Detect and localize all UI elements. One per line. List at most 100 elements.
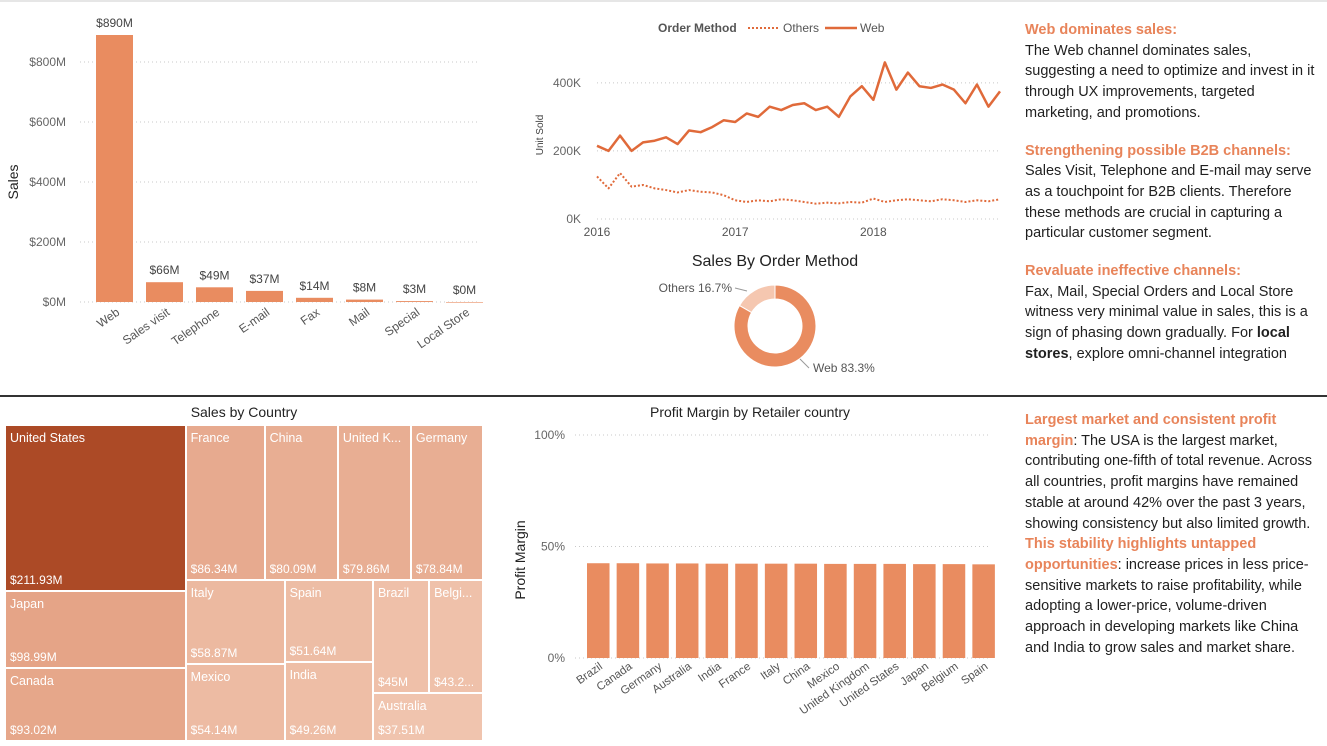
data-label: $66M [149, 263, 179, 277]
insight-revaluate-bold: local stores [1025, 325, 1290, 362]
treemap-country-label: United K... [342, 431, 402, 445]
treemap-cell[interactable]: Japan $98.99M [5, 590, 186, 669]
leader-line [799, 358, 810, 369]
sales-bar-chart: $0M $200M $400M $600M $800M Sales $890M Web $66M… [5, 16, 483, 351]
y-tick-label: 100% [534, 428, 565, 442]
y-tick-label: $800M [29, 55, 66, 69]
y-tick-label: 0K [566, 212, 581, 226]
treemap-cell[interactable]: United States $211.93M [5, 425, 186, 591]
treemap-cell[interactable]: Australia $37.51M [372, 692, 483, 741]
x-tick-label: Mail [346, 305, 372, 329]
insights-top: Web dominates sales: The Web channel domi… [1025, 20, 1323, 382]
treemap-cell[interactable]: Spain $51.64M [284, 579, 373, 663]
treemap-cell[interactable]: Canada $93.02M [5, 668, 186, 741]
treemap-value-label: $211.93M [10, 572, 63, 587]
insights-bottom: Largest market and consistent profit mar… [1025, 410, 1323, 658]
y-axis-label: Unit Sold [535, 115, 546, 156]
order-method-donut: Others 16.7% Web 83.3% [659, 281, 876, 375]
treemap-value-label: $49.26M [289, 722, 337, 737]
x-tick-label: Telephone [169, 305, 223, 348]
treemap-value-label: $54.14M [190, 722, 238, 737]
treemap-value-label: $86.34M [190, 561, 238, 576]
insight-b2b-text: Sales Visit, Telephone and E-mail may se… [1025, 163, 1312, 242]
donut-label-others: Others 16.7% [659, 281, 733, 295]
treemap-country-label: Belgi... [434, 585, 473, 600]
data-label: $0M [453, 283, 476, 297]
donut-slice-web [733, 284, 817, 368]
treemap-value-label: $80.09M [269, 561, 317, 576]
treemap-cell[interactable]: Italy $58.87M [185, 579, 285, 664]
treemap-cell[interactable]: United K... $79.86M [337, 425, 411, 580]
treemap-cell[interactable]: Brazil $45M [372, 579, 430, 693]
series-line-others [596, 172, 1001, 205]
insight-market: Largest market and consistent profit mar… [1025, 410, 1323, 658]
insight-revaluate-text: Fax, Mail, Special Orders and Local Stor… [1025, 283, 1308, 342]
data-label: $8M [353, 281, 376, 295]
insight-web: Web dominates sales: The Web channel domi… [1025, 20, 1323, 124]
treemap-cell[interactable]: Belgi... $43.2... [429, 579, 483, 693]
x-tick-label: Special [382, 305, 422, 339]
bar [853, 563, 877, 658]
donut-label-web: Web 83.3% [813, 361, 875, 375]
bar [246, 290, 283, 302]
treemap-value-label: $93.02M [10, 722, 57, 737]
x-tick-label: Sales visit [120, 305, 173, 348]
treemap-country-label: Japan [10, 596, 45, 611]
insight-market-text: : The USA is the largest market, contrib… [1025, 432, 1312, 532]
treemap-cell[interactable]: India $49.26M [284, 662, 373, 741]
treemap-country-label: Australia [377, 698, 427, 713]
y-tick-label: 50% [541, 540, 565, 554]
y-tick-label: $600M [29, 115, 66, 129]
insight-market-heading: Largest market and consistent profit mar… [1025, 412, 1277, 449]
data-label: $14M [299, 279, 329, 293]
x-tick-label: E-mail [236, 305, 272, 336]
treemap-country-label: China [269, 431, 303, 445]
profit-margin-bar-chart: 0%50%100%Profit MarginBrazilCanadaGerman… [512, 428, 995, 717]
y-tick-label: 200K [553, 144, 581, 158]
bar [972, 564, 995, 658]
treemap-value-label: $37.51M [377, 722, 425, 737]
bar [764, 563, 788, 658]
treemap-cell[interactable]: China $80.09M [264, 425, 338, 580]
treemap-country-label: Germany [415, 431, 468, 445]
treemap-cell[interactable]: Germany $78.84M [410, 425, 483, 580]
treemap-value-label: $79.86M [342, 561, 390, 576]
bar [446, 302, 483, 303]
bar [96, 35, 133, 302]
treemap-cell[interactable]: Mexico $54.14M [185, 663, 285, 741]
data-label: $890M [96, 16, 133, 30]
y-tick-label: 400K [553, 76, 581, 90]
treemap-value-label: $43.2... [434, 674, 475, 689]
treemap-country-label: Spain [289, 585, 322, 600]
bar [675, 563, 699, 658]
treemap-country-label: Brazil [377, 585, 410, 600]
sales-by-country-treemap: United States $211.93M Japan $98.99M Canada $… [5, 425, 483, 741]
x-tick-label: France [717, 661, 753, 691]
insight-b2b-heading: Strengthening possible B2B channels: [1025, 142, 1291, 159]
bar [346, 299, 383, 302]
insight-opportunity-heading: This stability highlights untapped oppor… [1025, 536, 1257, 573]
section-divider [0, 395, 1327, 397]
treemap-country-label: Italy [190, 585, 214, 600]
bar [942, 564, 966, 658]
insight-revaluate: Revaluate ineffective channels: Fax, Mail… [1025, 261, 1323, 365]
insight-web-text: The Web channel dominates sales, suggest… [1025, 42, 1315, 121]
y-axis-label: Profit Margin [512, 520, 528, 599]
bar [296, 297, 333, 302]
insight-b2b: Strengthening possible B2B channels: Sale… [1025, 141, 1323, 245]
treemap-cell[interactable]: France $86.34M [185, 425, 265, 580]
x-tick-label: 2018 [860, 225, 887, 239]
x-tick-label: Italy [759, 660, 783, 682]
legend-label-web: Web [860, 21, 885, 35]
data-label: $3M [403, 282, 426, 296]
top-border [0, 0, 1327, 2]
bar [824, 563, 847, 658]
units-line-chart: Order Method Others Web 0K 200K 400K Unit Sold… [535, 21, 1001, 239]
treemap-country-label: India [289, 668, 317, 683]
x-tick-label: 2016 [584, 225, 611, 239]
treemap-country-label: United States [10, 431, 86, 445]
x-tick-label: Local Store [414, 305, 472, 351]
y-tick-label: $0M [43, 295, 66, 309]
bar [794, 563, 818, 658]
bar [616, 563, 640, 658]
